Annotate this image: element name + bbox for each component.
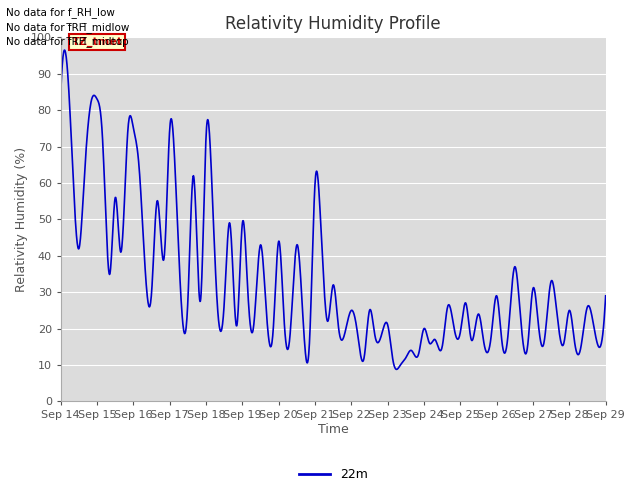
Title: Relativity Humidity Profile: Relativity Humidity Profile bbox=[225, 15, 441, 33]
Legend: 22m: 22m bbox=[294, 463, 372, 480]
Text: TZ_tmet: TZ_tmet bbox=[72, 36, 123, 47]
Text: No data for f̅RH̅_midtop: No data for f̅RH̅_midtop bbox=[6, 36, 129, 47]
Text: No data for f̅RH̅_midlow: No data for f̅RH̅_midlow bbox=[6, 22, 130, 33]
Y-axis label: Relativity Humidity (%): Relativity Humidity (%) bbox=[15, 147, 28, 292]
X-axis label: Time: Time bbox=[318, 423, 349, 436]
Text: No data for f_RH_low: No data for f_RH_low bbox=[6, 7, 115, 18]
